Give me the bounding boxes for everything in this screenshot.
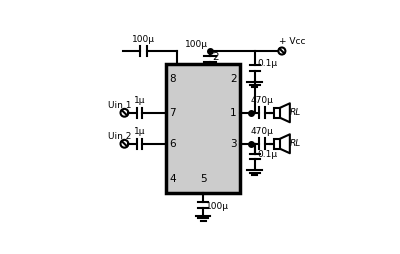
Text: 5: 5 [200,174,206,184]
Text: RL: RL [290,108,301,117]
Text: 3: 3 [230,139,237,149]
Text: 100μ: 100μ [206,202,229,211]
Text: Uin 2: Uin 2 [108,132,132,141]
Text: RL: RL [290,139,301,148]
Text: 1μ: 1μ [134,96,145,105]
Text: 6: 6 [170,139,176,149]
Text: 1μ: 1μ [134,127,145,136]
Text: 7: 7 [170,108,176,118]
Text: Uin 1: Uin 1 [108,101,132,110]
Bar [274,108,280,118]
Text: 2: 2 [230,74,237,84]
Text: 0.1μ: 0.1μ [257,150,277,159]
Bar [274,139,280,149]
Text: 100μ: 100μ [132,35,155,44]
Text: 4: 4 [170,174,176,184]
Bar [166,64,240,193]
Text: 100μ: 100μ [185,40,208,49]
Text: 470μ: 470μ [250,127,273,136]
Text: 2: 2 [212,52,219,62]
Text: 8: 8 [170,74,176,84]
Text: 470μ: 470μ [250,96,273,105]
Text: 1: 1 [230,108,237,118]
Text: + Vcc: + Vcc [278,37,305,45]
Text: 0.1μ: 0.1μ [257,59,277,68]
